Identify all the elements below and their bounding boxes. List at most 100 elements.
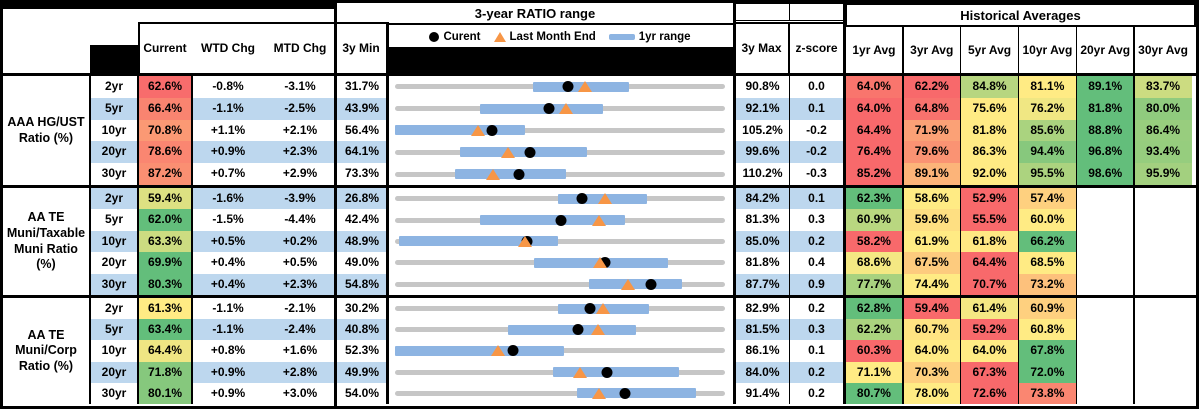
avg-cell: 88.8% <box>1076 119 1135 142</box>
avg-cell: 73.2% <box>1018 273 1077 295</box>
min-3y-cell: 64.1% <box>336 141 388 164</box>
avg-cell: 83.7% <box>1134 76 1192 98</box>
section-divider <box>334 0 337 406</box>
tenor-cell: 10yr <box>90 230 138 253</box>
v-grid-line <box>1075 27 1078 404</box>
tenor-cell: 30yr <box>90 382 138 404</box>
last-month-marker <box>591 387 606 399</box>
avg-cell: 76.4% <box>845 141 903 164</box>
outer-border-bottom <box>0 406 1199 409</box>
avg-cell: 70.7% <box>960 273 1019 295</box>
range-chart <box>395 319 725 340</box>
tenor-cell: 2yr <box>90 298 138 320</box>
chart-section-title: 3-year RATIO range <box>337 3 733 25</box>
current-dot-icon <box>429 31 440 42</box>
avg-cell: 89.1% <box>1076 76 1135 98</box>
mtd-chg-cell: +2.8% <box>264 361 336 383</box>
range-track <box>395 127 725 133</box>
avg-cell: 60.9% <box>1018 298 1077 320</box>
legend-range-label: 1yr range <box>638 30 691 43</box>
last-month-marker <box>490 345 505 357</box>
current-marker <box>645 278 657 290</box>
mtd-chg-cell: -4.4% <box>264 209 336 231</box>
max-3y-cell: 91.4% <box>735 382 790 404</box>
wtd-chg-cell: +0.5% <box>192 230 264 253</box>
range-chart <box>395 340 725 361</box>
group-separator <box>0 185 1199 188</box>
avg-cell: 64.0% <box>845 97 903 120</box>
col-header-z-score: z-score <box>795 41 838 55</box>
v-grid-line <box>1017 27 1020 404</box>
current-cell: 61.3% <box>138 298 192 320</box>
z-score-cell: 0.0 <box>790 76 843 98</box>
group-label: AA TE Muni/Corp Ratio (%) <box>15 327 77 373</box>
max-3y-cell: 84.0% <box>735 361 790 383</box>
range-1yr-bar <box>460 147 588 158</box>
col-header-mtd-chg: MTD Chg <box>273 41 327 55</box>
avg-cell <box>1076 298 1135 320</box>
max-3y-cell: 110.2% <box>735 163 790 185</box>
avg-cell: 75.6% <box>960 97 1019 120</box>
current-marker <box>524 146 536 158</box>
avg-cell: 72.0% <box>1018 361 1077 383</box>
current-marker <box>513 168 525 180</box>
avg-cell: 62.8% <box>845 298 903 320</box>
wtd-chg-cell: -1.1% <box>192 319 264 341</box>
mtd-chg-cell: -2.4% <box>264 319 336 341</box>
avg-cell: 58.6% <box>902 188 961 210</box>
avg-cell <box>1134 230 1192 253</box>
max-3y-cell: 81.5% <box>735 319 790 341</box>
mtd-chg-cell: -3.9% <box>264 188 336 210</box>
mtd-chg-cell: +0.2% <box>264 230 336 253</box>
last-month-marker <box>590 324 605 336</box>
avg-cell: 60.9% <box>845 209 903 231</box>
wtd-chg-cell: -1.1% <box>192 97 264 120</box>
last-month-marker <box>593 257 608 269</box>
max-3y-cell: 81.8% <box>735 252 790 274</box>
current-cell: 62.6% <box>138 76 192 98</box>
col-header-avg-20yr-avg: 20yr Avg <box>1080 43 1131 57</box>
empty-cell-above-z-score <box>789 3 845 21</box>
z-score-cell: 0.1 <box>790 340 843 362</box>
min-3y-cell: 54.0% <box>336 382 388 404</box>
range-chart <box>395 141 725 163</box>
v-grid-line <box>788 76 790 404</box>
wtd-chg-cell: +0.9% <box>192 141 264 164</box>
historical-averages-title: Historical Averages <box>960 7 1081 23</box>
tenor-cell: 5yr <box>90 97 138 120</box>
current-marker <box>584 303 596 315</box>
max-3y-cell: 85.0% <box>735 230 790 253</box>
current-cell: 71.8% <box>138 361 192 383</box>
wtd-chg-cell: +0.4% <box>192 252 264 274</box>
avg-cell: 60.7% <box>902 319 961 341</box>
range-1yr-bar <box>395 345 564 356</box>
last-month-marker <box>572 366 587 378</box>
avg-cell: 61.9% <box>902 230 961 253</box>
range-chart <box>395 188 725 209</box>
current-cell: 80.1% <box>138 382 192 404</box>
avg-cell <box>1134 382 1192 404</box>
max-3y-cell: 90.8% <box>735 76 790 98</box>
avg-cell: 66.2% <box>1018 230 1077 253</box>
mtd-chg-cell: -2.1% <box>264 298 336 320</box>
max-3y-cell: 81.3% <box>735 209 790 231</box>
avg-cell: 67.8% <box>1018 340 1077 362</box>
avg-cell: 81.8% <box>960 119 1019 142</box>
section-divider <box>843 3 846 404</box>
range-1yr-bar <box>552 367 679 378</box>
wtd-chg-cell: +0.9% <box>192 382 264 404</box>
range-chart <box>395 76 725 98</box>
range-chart <box>395 252 725 273</box>
min-3y-cell: 49.9% <box>336 361 388 383</box>
legend-black-band <box>388 47 733 73</box>
avg-cell: 59.2% <box>960 319 1019 341</box>
v-grid-line <box>902 27 904 404</box>
avg-cell: 95.9% <box>1134 163 1192 185</box>
group-label: AAA HG/UST Ratio (%) <box>7 114 85 145</box>
min-3y-cell: 43.9% <box>336 97 388 120</box>
z-score-cell: 0.2 <box>790 230 843 253</box>
avg-cell: 71.9% <box>902 119 961 142</box>
col-header-avg-10yr-avg: 10yr Avg <box>1022 43 1073 57</box>
avg-cell: 52.9% <box>960 188 1019 210</box>
